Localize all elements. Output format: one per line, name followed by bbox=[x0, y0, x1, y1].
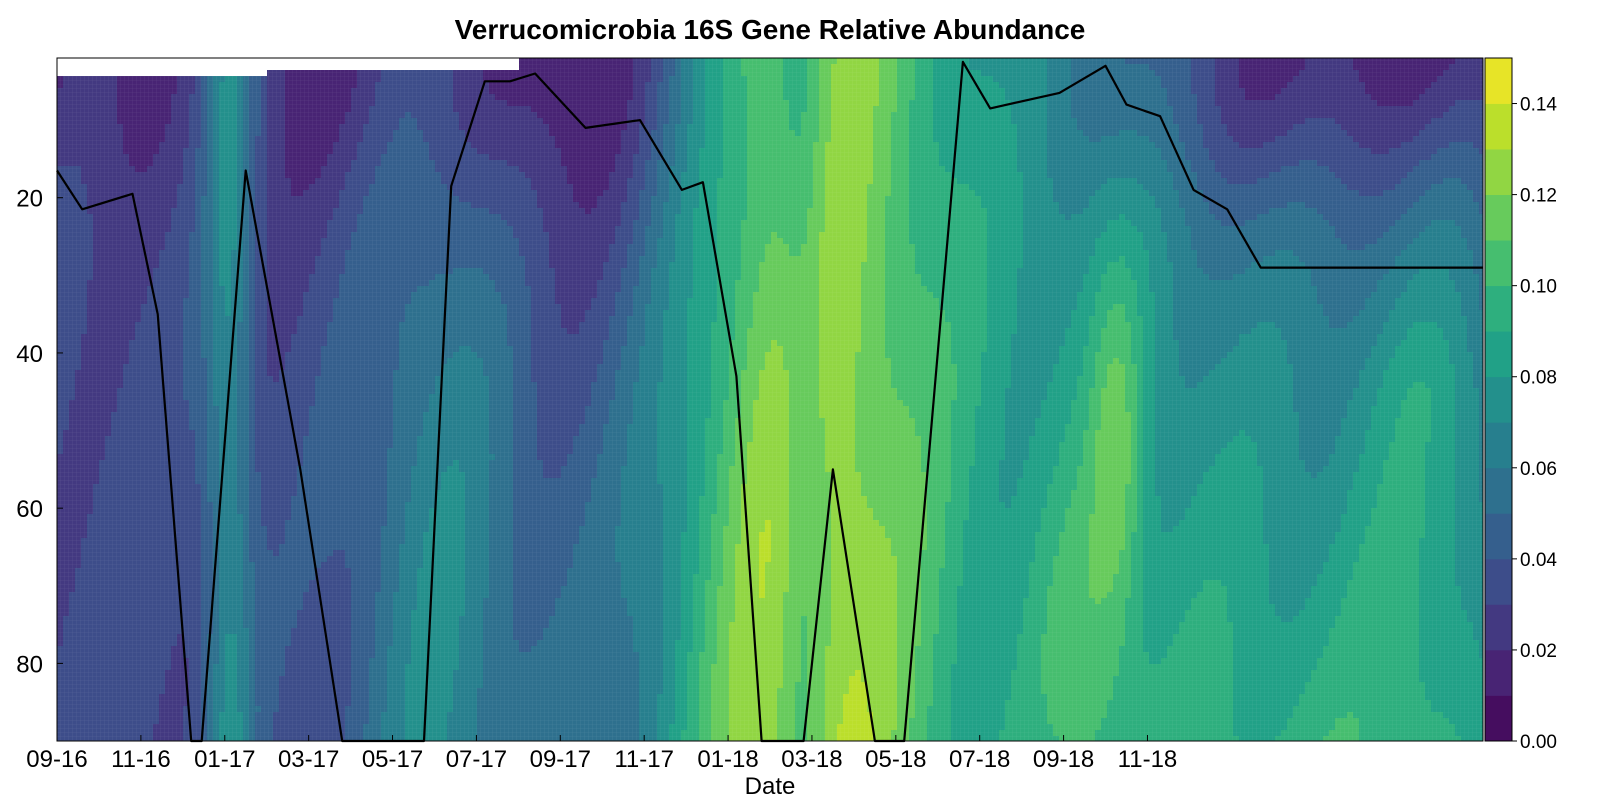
chart-title: Verrucomicrobia 16S Gene Relative Abunda… bbox=[455, 14, 1086, 45]
plot-area bbox=[56, 57, 1484, 743]
